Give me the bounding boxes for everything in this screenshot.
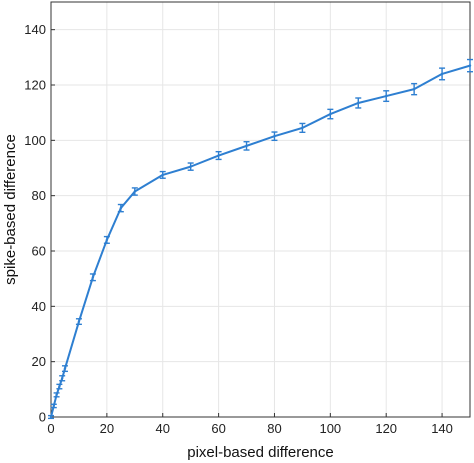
data-point [357,101,360,105]
x-tick-label: 0 [47,421,54,436]
error-bar [271,131,278,142]
data-point [273,134,276,138]
error-bar [56,383,63,390]
y-tick-label: 40 [32,299,46,314]
data-point [55,393,58,397]
y-tick-label: 140 [24,22,46,37]
data-point [245,144,248,148]
x-axis-title: pixel-based difference [187,444,333,461]
data-point [52,404,55,408]
x-tick-label: 100 [319,421,341,436]
x-tick-label: 120 [375,421,397,436]
data-point [91,276,95,279]
series [48,58,473,420]
data-point [77,320,81,323]
data-point [468,64,472,67]
error-bar [59,375,66,382]
series-line [50,64,471,418]
error-bar [243,141,250,151]
data-point [119,206,123,210]
error-bar [103,235,110,244]
error-bar [48,414,54,420]
axis-ticks: 0 20 40 60 80 100 120 140 0 20 40 60 80 100 120 140 [24,22,453,436]
error-bar [355,97,362,109]
data-point [329,112,332,116]
error-bar [53,392,60,398]
data-point [301,126,304,130]
error-bar [215,150,222,161]
error-bar [383,90,390,103]
error-bar [411,82,418,96]
error-bar [61,365,68,373]
y-tick-label: 80 [32,188,46,203]
error-bar [327,108,334,120]
x-tick-label: 60 [211,421,225,436]
data-point [189,165,192,168]
error-bar [187,162,194,171]
data-point [133,190,136,193]
error-bar [117,203,124,213]
error-bar [299,122,306,134]
error-bar [467,58,473,73]
y-tick-label: 0 [39,410,46,425]
error-bar [131,187,138,196]
y-axis-title: spike-based difference [2,134,19,285]
x-tick-label: 80 [267,421,281,436]
data-point [105,238,109,242]
error-bar [75,318,82,326]
y-tick-label: 60 [32,244,46,259]
x-tick-label: 20 [100,421,114,436]
data-point [217,154,220,157]
data-point [60,377,64,380]
error-bar [89,273,96,282]
data-point [385,94,388,98]
y-tick-label: 120 [24,78,46,93]
data-point [161,173,164,177]
x-tick-label: 40 [155,421,169,436]
data-point [49,415,53,419]
data-point [63,367,67,370]
error-bar [50,403,57,409]
plot-frame [50,1,471,418]
data-point [412,87,416,91]
data-point [440,72,444,76]
y-tick-label: 20 [32,354,46,369]
error-bar [439,67,446,81]
data-point [58,385,61,388]
y-tick-label: 100 [24,133,46,148]
x-tick-label: 140 [431,421,453,436]
error-bar [159,170,166,179]
grid-lines [51,2,470,417]
